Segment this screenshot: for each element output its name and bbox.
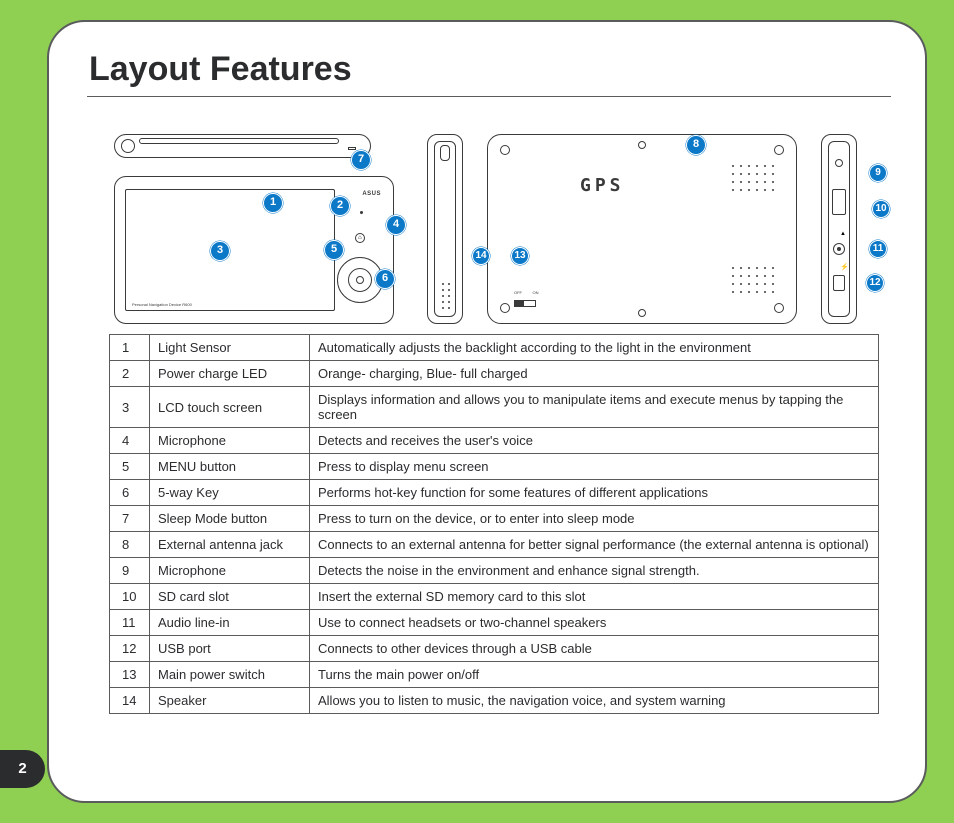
callout-2: 2	[330, 196, 350, 216]
callout-4: 4	[386, 215, 406, 235]
callout-8: 8	[686, 135, 706, 155]
usb-port-icon	[833, 275, 845, 291]
feature-name: SD card slot	[150, 584, 310, 610]
feature-number: 4	[110, 428, 150, 454]
feature-description: Connects to other devices through a USB …	[310, 636, 879, 662]
table-row: 9MicrophoneDetects the noise in the envi…	[110, 558, 879, 584]
page-number-badge: 2	[0, 750, 45, 788]
table-row: 2Power charge LEDOrange- charging, Blue-…	[110, 361, 879, 387]
feature-number: 3	[110, 387, 150, 428]
device-front-view: Personal Navigation Device R600 ASUS ⌂	[114, 176, 394, 324]
feature-description: Performs hot-key function for some featu…	[310, 480, 879, 506]
speaker-dots	[442, 283, 450, 309]
lcd-screen: Personal Navigation Device R600	[125, 189, 335, 311]
feature-number: 8	[110, 532, 150, 558]
page-frame: Layout Features Personal Navigation Devi…	[47, 20, 927, 803]
feature-name: Audio line-in	[150, 610, 310, 636]
feature-description: Use to connect headsets or two-channel s…	[310, 610, 879, 636]
feature-name: MENU button	[150, 454, 310, 480]
feature-name: External antenna jack	[150, 532, 310, 558]
page-title: Layout Features	[89, 50, 352, 89]
callout-13: 13	[511, 247, 529, 265]
feature-description: Detects the noise in the environment and…	[310, 558, 879, 584]
callout-5: 5	[324, 240, 344, 260]
table-row: 4MicrophoneDetects and receives the user…	[110, 428, 879, 454]
table-row: 65-way KeyPerforms hot-key function for …	[110, 480, 879, 506]
feature-number: 11	[110, 610, 150, 636]
device-diagram: Personal Navigation Device R600 ASUS ⌂	[87, 114, 891, 324]
feature-description: Press to display menu screen	[310, 454, 879, 480]
device-side-left	[427, 134, 463, 324]
feature-name: Sleep Mode button	[150, 506, 310, 532]
feature-name: LCD touch screen	[150, 387, 310, 428]
callout-9: 9	[869, 164, 887, 182]
feature-description: Automatically adjusts the backlight acco…	[310, 335, 879, 361]
feature-description: Detects and receives the user's voice	[310, 428, 879, 454]
device-top-view	[114, 134, 371, 158]
table-row: 10SD card slotInsert the external SD mem…	[110, 584, 879, 610]
feature-name: Light Sensor	[150, 335, 310, 361]
callout-14: 14	[472, 247, 490, 265]
callout-10: 10	[872, 200, 890, 218]
feature-description: Allows you to listen to music, the navig…	[310, 688, 879, 714]
table-row: 5MENU buttonPress to display menu screen	[110, 454, 879, 480]
menu-button-icon: ⌂	[355, 233, 365, 243]
feature-number: 13	[110, 662, 150, 688]
feature-name: Main power switch	[150, 662, 310, 688]
feature-name: Speaker	[150, 688, 310, 714]
feature-description: Insert the external SD memory card to th…	[310, 584, 879, 610]
feature-number: 7	[110, 506, 150, 532]
callout-7: 7	[351, 150, 371, 170]
feature-description: Turns the main power on/off	[310, 662, 879, 688]
feature-number: 5	[110, 454, 150, 480]
table-row: 11Audio line-inUse to connect headsets o…	[110, 610, 879, 636]
callout-11: 11	[869, 240, 887, 258]
device-side-right: ▲ ⚡	[821, 134, 857, 324]
feature-number: 10	[110, 584, 150, 610]
table-row: 12USB portConnects to other devices thro…	[110, 636, 879, 662]
feature-name: 5-way Key	[150, 480, 310, 506]
power-switch: OFF ON	[514, 281, 538, 307]
callout-3: 3	[210, 241, 230, 261]
feature-number: 1	[110, 335, 150, 361]
table-row: 8External antenna jackConnects to an ext…	[110, 532, 879, 558]
feature-name: Microphone	[150, 558, 310, 584]
table-row: 7Sleep Mode buttonPress to turn on the d…	[110, 506, 879, 532]
feature-number: 9	[110, 558, 150, 584]
feature-number: 14	[110, 688, 150, 714]
feature-description: Press to turn on the device, or to enter…	[310, 506, 879, 532]
sd-slot-icon	[832, 189, 846, 215]
feature-description: Connects to an external antenna for bett…	[310, 532, 879, 558]
audio-jack-icon	[833, 243, 845, 255]
feature-name: Microphone	[150, 428, 310, 454]
feature-number: 2	[110, 361, 150, 387]
table-row: 13Main power switchTurns the main power …	[110, 662, 879, 688]
features-table: 1Light SensorAutomatically adjusts the b…	[109, 334, 879, 714]
title-rule	[87, 96, 891, 97]
callout-12: 12	[866, 274, 884, 292]
feature-description: Orange- charging, Blue- full charged	[310, 361, 879, 387]
feature-name: Power charge LED	[150, 361, 310, 387]
device-back-view: GPS OFF ON	[487, 134, 797, 324]
feature-number: 6	[110, 480, 150, 506]
gps-logo: GPS	[580, 175, 625, 196]
table-row: 1Light SensorAutomatically adjusts the b…	[110, 335, 879, 361]
feature-number: 12	[110, 636, 150, 662]
feature-description: Displays information and allows you to m…	[310, 387, 879, 428]
table-row: 3LCD touch screenDisplays information an…	[110, 387, 879, 428]
callout-1: 1	[263, 193, 283, 213]
feature-name: USB port	[150, 636, 310, 662]
table-row: 14SpeakerAllows you to listen to music, …	[110, 688, 879, 714]
callout-6: 6	[375, 269, 395, 289]
